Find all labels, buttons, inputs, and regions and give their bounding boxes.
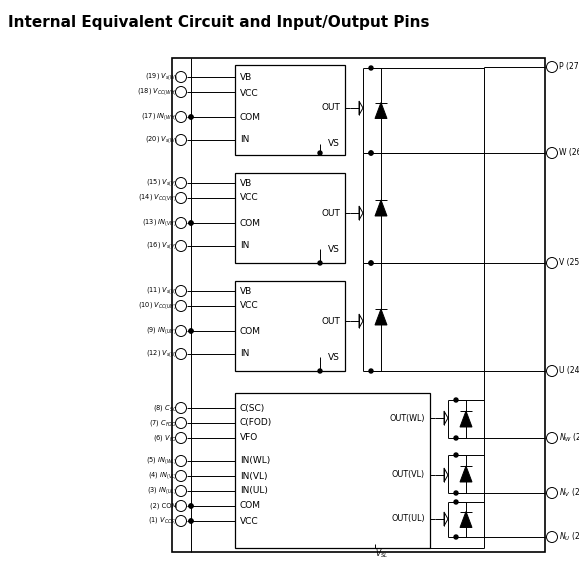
Text: (12) $V_{s(U)}$: (12) $V_{s(U)}$ (146, 349, 177, 359)
Text: (18) $V_{CC(WH)}$: (18) $V_{CC(WH)}$ (137, 87, 177, 98)
Text: (4) $IN_{(VL)}$: (4) $IN_{(VL)}$ (148, 470, 177, 482)
Circle shape (454, 436, 458, 440)
Text: COM: COM (240, 501, 261, 510)
Circle shape (189, 221, 193, 225)
Polygon shape (375, 200, 387, 216)
Circle shape (189, 504, 193, 508)
Bar (235, 281, 345, 371)
Polygon shape (460, 466, 472, 482)
Text: OUT: OUT (321, 104, 340, 112)
Circle shape (318, 261, 322, 265)
Text: (19) $V_{s(W)}$: (19) $V_{s(W)}$ (145, 72, 177, 82)
Text: COM: COM (240, 113, 261, 122)
Text: (1) $V_{CCS)}$: (1) $V_{CCS)}$ (148, 515, 177, 526)
Text: $N_U$ (21): $N_U$ (21) (559, 531, 579, 543)
Text: P (27): P (27) (559, 63, 579, 72)
Bar (172, 58, 545, 552)
Text: VB: VB (240, 178, 252, 187)
Text: VCC: VCC (240, 193, 259, 202)
Circle shape (189, 221, 193, 225)
Text: VCC: VCC (240, 302, 259, 311)
Text: IN: IN (240, 134, 250, 143)
Circle shape (189, 115, 193, 119)
Text: $N_W$ (23): $N_W$ (23) (559, 432, 579, 444)
Text: VFO: VFO (240, 434, 258, 443)
Text: Internal Equivalent Circuit and Input/Output Pins: Internal Equivalent Circuit and Input/Ou… (8, 15, 430, 29)
Bar (235, 173, 345, 263)
Circle shape (369, 261, 373, 265)
Text: IN(WL): IN(WL) (240, 456, 270, 465)
Text: VS: VS (328, 352, 340, 362)
Text: VS: VS (328, 245, 340, 253)
Bar (235, 393, 430, 548)
Circle shape (454, 398, 458, 402)
Text: COM: COM (240, 218, 261, 227)
Circle shape (189, 504, 193, 508)
Text: (11) $V_{s(U)}$: (11) $V_{s(U)}$ (146, 285, 177, 297)
Text: (9) $IN_{(UH)}$: (9) $IN_{(UH)}$ (146, 325, 177, 336)
Text: OUT(WL): OUT(WL) (390, 413, 425, 422)
Bar (235, 65, 345, 155)
Text: (14) $V_{CC(VH)}$: (14) $V_{CC(VH)}$ (138, 192, 177, 204)
Text: (7) $C_{FOD}$: (7) $C_{FOD}$ (149, 418, 177, 428)
Text: (13) $IN_{(VH)}$: (13) $IN_{(VH)}$ (142, 218, 177, 228)
Text: (6) $V_{FO}$: (6) $V_{FO}$ (153, 433, 177, 443)
Text: IN: IN (240, 240, 250, 249)
Text: V (25): V (25) (559, 258, 579, 267)
Text: VB: VB (240, 73, 252, 82)
Circle shape (369, 151, 373, 155)
Text: (15) $V_{s(V)}$: (15) $V_{s(V)}$ (146, 178, 177, 188)
Text: OUT: OUT (321, 209, 340, 218)
Circle shape (318, 369, 322, 373)
Text: (20) $V_{s(W)}$: (20) $V_{s(W)}$ (145, 135, 177, 146)
Text: IN(VL): IN(VL) (240, 472, 267, 481)
Text: C(FOD): C(FOD) (240, 418, 272, 428)
Circle shape (189, 519, 193, 523)
Circle shape (454, 453, 458, 457)
Text: (5) $IN_{(WL)}$: (5) $IN_{(WL)}$ (146, 456, 177, 466)
Text: VCC: VCC (240, 89, 259, 98)
Text: VS: VS (328, 139, 340, 148)
Circle shape (318, 151, 322, 155)
Text: $V_{SL}$: $V_{SL}$ (375, 548, 389, 560)
Circle shape (189, 519, 193, 523)
Circle shape (189, 329, 193, 333)
Circle shape (369, 66, 373, 70)
Text: U (24): U (24) (559, 367, 579, 376)
Text: (3) $IN_{(UL)}$: (3) $IN_{(UL)}$ (148, 486, 177, 496)
Text: IN(UL): IN(UL) (240, 487, 268, 496)
Circle shape (454, 491, 458, 495)
Text: COM: COM (240, 327, 261, 336)
Text: (10) $V_{CC(UH)}$: (10) $V_{CC(UH)}$ (138, 301, 177, 311)
Circle shape (369, 261, 373, 265)
Text: (8) $C_{SC}$: (8) $C_{SC}$ (153, 403, 177, 413)
Text: (16) $V_{s(V)}$: (16) $V_{s(V)}$ (146, 241, 177, 252)
Text: (17) $IN_{(WH)}$: (17) $IN_{(WH)}$ (141, 112, 177, 122)
Text: OUT: OUT (321, 316, 340, 325)
Circle shape (369, 151, 373, 155)
Text: OUT(VL): OUT(VL) (392, 470, 425, 479)
Text: VCC: VCC (240, 517, 259, 526)
Text: W (26): W (26) (559, 148, 579, 157)
Polygon shape (460, 512, 472, 527)
Text: C(SC): C(SC) (240, 403, 265, 412)
Text: OUT(UL): OUT(UL) (391, 514, 425, 523)
Circle shape (454, 500, 458, 504)
Circle shape (189, 115, 193, 119)
Polygon shape (375, 309, 387, 325)
Circle shape (369, 369, 373, 373)
Text: (2) COM: (2) COM (150, 503, 177, 509)
Text: IN: IN (240, 349, 250, 358)
Polygon shape (460, 411, 472, 427)
Text: VB: VB (240, 287, 252, 296)
Circle shape (189, 329, 193, 333)
Polygon shape (375, 103, 387, 118)
Text: $N_V$ (22): $N_V$ (22) (559, 487, 579, 499)
Circle shape (454, 535, 458, 539)
